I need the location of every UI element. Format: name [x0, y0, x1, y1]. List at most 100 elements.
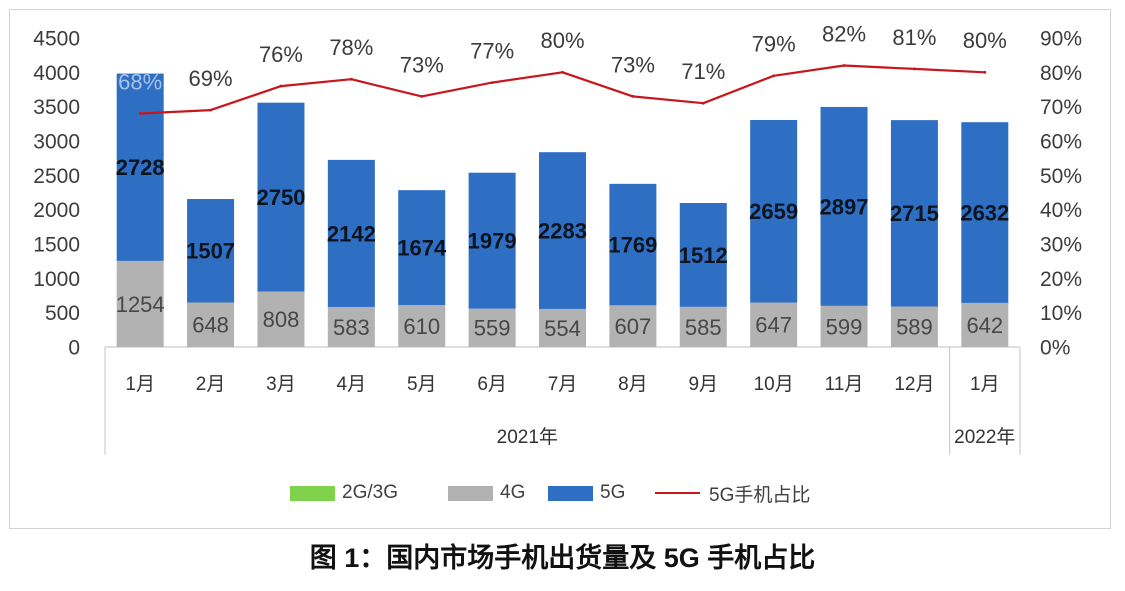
line-data-value: 79 [752, 32, 776, 57]
y-right-tick-unit: % [1063, 165, 1082, 188]
bar-data-label-5g: 2728 [116, 155, 165, 180]
bar-data-label-5g: 1979 [468, 229, 517, 254]
bar-data-label-4g: 554 [544, 316, 581, 341]
line-point [842, 64, 846, 67]
line-data-unit: % [354, 35, 374, 60]
legend-label-5g: 5G [600, 482, 626, 503]
bar-data-label-5g: 2715 [890, 201, 939, 226]
y-right-tick-label: 40% [1040, 199, 1082, 222]
bar-data-label-4g: 1254 [116, 292, 165, 317]
line-data-label: 73% [611, 52, 655, 77]
y-left-tick-label: 1500 [33, 234, 80, 257]
x-tick-label: 12月 [894, 374, 934, 395]
bar-data-label-5g: 2283 [538, 218, 587, 243]
bar-segment-4g [609, 305, 657, 347]
line-layer [138, 64, 987, 115]
y-right-tick-unit: % [1063, 234, 1082, 257]
y-right-tick-value: 0 [1040, 337, 1052, 360]
legend-line-5g-share [655, 492, 700, 494]
x-group-label: 2022年 [954, 426, 1015, 448]
chart-frame [9, 9, 1111, 529]
line-point [349, 77, 353, 81]
y-right-tick-label: 50% [1040, 165, 1082, 188]
y-right-tick-value: 10 [1040, 302, 1063, 325]
bars-layer [116, 73, 1009, 347]
bar-data-label-5g: 1512 [679, 243, 728, 268]
y-right-tick-value: 70 [1040, 96, 1063, 119]
bar-data-label-4g: 585 [685, 315, 722, 340]
y-right-tick-label: 70% [1040, 96, 1082, 119]
line-data-label: 76% [259, 42, 303, 67]
bar-segment-5g [961, 122, 1009, 303]
line-data-label: 69% [189, 66, 233, 91]
y-right-tick-unit: % [1063, 302, 1082, 325]
line-data-unit: % [565, 28, 585, 53]
y-right-tick-unit: % [1063, 268, 1082, 291]
bar-segment-4g [820, 305, 868, 347]
bar-data-label-5g: 1674 [397, 236, 447, 261]
y-right-tick-label: 80% [1040, 62, 1082, 85]
line-data-label: 78% [329, 35, 373, 60]
line-data-unit: % [283, 42, 303, 67]
x-tick-label: 1月 [970, 374, 1000, 395]
x-tick-label: 8月 [618, 374, 648, 395]
line-data-unit: % [987, 28, 1007, 53]
line-data-value: 69 [189, 66, 213, 91]
bar-segment-5g [609, 183, 657, 306]
data-labels-layer: 1254 2728 648 1507 808 2750 583 2142 610 1674 559 1… [116, 21, 1010, 341]
bar-data-label-5g: 1507 [186, 239, 235, 264]
bar-data-label-4g: 589 [896, 315, 933, 340]
bar-data-label-5g: 2632 [960, 200, 1009, 225]
bar-segment-5g [890, 120, 938, 307]
bar-segment-4g [257, 291, 305, 347]
bar-data-label-4g: 583 [333, 315, 370, 340]
line-data-unit: % [776, 32, 796, 57]
bar-data-label-4g: 599 [826, 314, 863, 339]
chart-title: 图 1：国内市场手机出货量及 5G 手机占比 [309, 543, 816, 573]
legend-item-2g3g: 2G/3G [290, 482, 398, 504]
line-point [490, 81, 494, 85]
y-left-tick-label: 0 [68, 337, 80, 360]
legend-swatch-4g [448, 485, 493, 501]
bar-segment-4g [890, 306, 938, 347]
y-right-tick-value: 40 [1040, 199, 1063, 222]
x-tick-label: 9月 [688, 374, 718, 395]
line-point [631, 94, 635, 98]
bar-data-label-5g: 2750 [256, 185, 305, 210]
line-data-value: 68 [118, 69, 142, 94]
y-right-tick-value: 60 [1040, 131, 1063, 154]
line-data-value: 80 [963, 28, 987, 53]
y-right-tick-label: 20% [1040, 268, 1082, 291]
x-tick-label: 2月 [196, 374, 226, 395]
line-data-unit: % [213, 66, 233, 91]
line-data-value: 71 [681, 59, 705, 84]
y-right-tick-value: 50 [1040, 165, 1063, 188]
line-data-value: 76 [259, 42, 283, 67]
y-left-tick-label: 4500 [33, 28, 80, 51]
bar-segment-5g [820, 106, 868, 306]
y-right-tick-label: 90% [1040, 28, 1082, 51]
y-left-tick-label: 1000 [33, 268, 80, 291]
legend-swatch-2g3g [290, 485, 335, 501]
line-data-value: 73 [611, 52, 635, 77]
y-right-tick-unit: % [1063, 96, 1082, 119]
line-data-unit: % [635, 52, 655, 77]
y-left-tick-label: 500 [45, 302, 80, 325]
bar-segment-5g [539, 152, 586, 309]
line-data-value: 82 [822, 21, 846, 46]
line-point [913, 67, 916, 71]
bar-data-label-5g: 2897 [820, 194, 869, 219]
bar-segment-4g [187, 302, 235, 347]
line-point [279, 84, 283, 88]
bar-data-label-4g: 647 [755, 313, 792, 338]
x-tick-label: 11月 [825, 374, 864, 395]
line-point [138, 112, 142, 115]
line-data-unit: % [495, 39, 515, 64]
bar-segment-5g [116, 73, 164, 261]
y-right-tick-label: 30% [1040, 234, 1082, 257]
y-left-tick-label: 4000 [33, 62, 80, 85]
legend-item-4g: 4G [448, 482, 525, 504]
line-data-label: 80% [963, 28, 1007, 53]
bar-data-label-4g: 642 [966, 313, 1003, 338]
line-data-label: 68% [118, 69, 162, 94]
